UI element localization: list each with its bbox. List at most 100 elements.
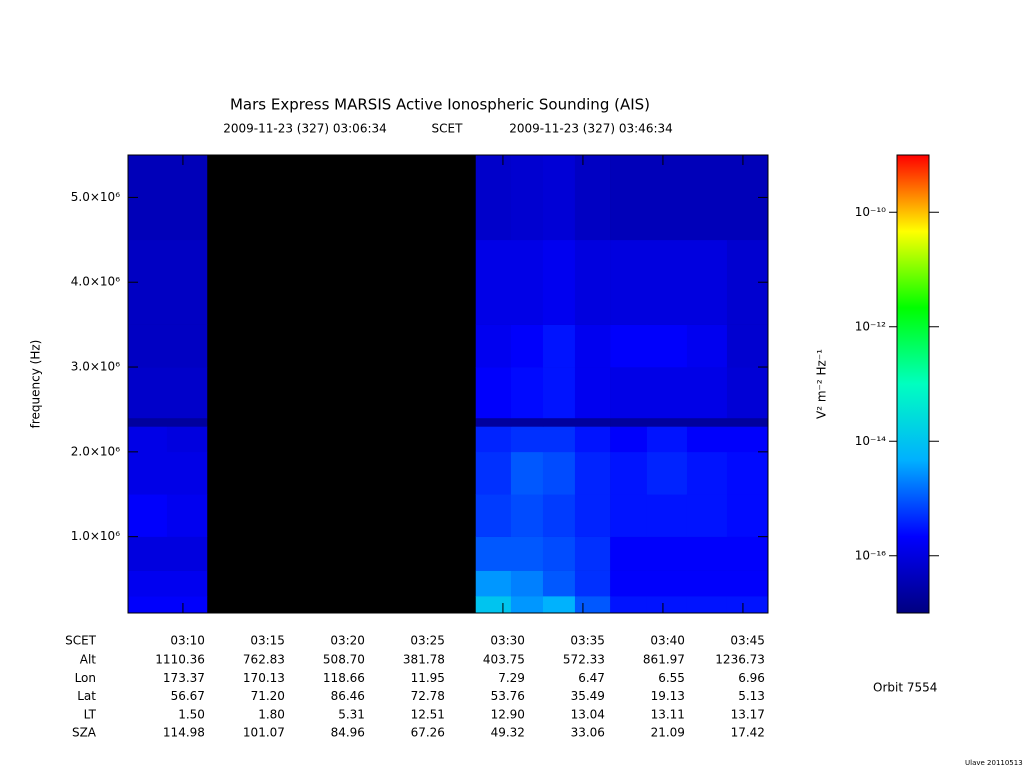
spectrogram-cell [574,324,611,368]
spectrogram-cell [128,570,168,597]
spectrogram-cell [510,367,544,419]
spectrogram-cell [686,324,728,368]
ephemeris-value: 11.95 [411,671,445,685]
spectrogram-cell [166,451,208,495]
spectrogram-cell [128,367,168,419]
ephemeris-value: 6.55 [658,671,685,685]
spectrogram-cell [726,417,769,427]
spectrogram-cell [686,596,728,614]
ephemeris-value: 35.49 [571,689,605,703]
colorbar-label: V² m⁻² Hz⁻¹ [815,349,829,419]
spectrogram-cell [510,494,544,537]
spectrogram-cell [610,536,648,571]
ephemeris-value: 508.70 [323,653,365,667]
ephemeris-value: 170.13 [243,671,285,685]
spectrogram-cell [646,155,688,241]
spectrogram-cell [128,451,168,495]
spectrogram-cell [475,239,512,325]
spectrogram-cell [726,324,769,368]
spectrogram-cell [542,426,576,453]
ephemeris-value: 13.11 [651,707,685,721]
x-tick-label: 03:30 [490,634,525,648]
spectrogram-cell [726,451,769,495]
spectrogram-cell [475,536,512,571]
spectrogram-cell [574,596,611,614]
ephemeris-value: 56.67 [171,689,205,703]
spectrogram-cell [510,324,544,368]
spectrogram-cell [128,324,168,368]
spectrogram-cell [510,596,544,614]
spectrogram-cell [610,239,648,325]
spectrogram-cell [726,596,769,614]
spectrogram-cell [610,426,648,453]
ephemeris-value: 5.13 [738,689,765,703]
ephemeris-value: 7.29 [498,671,525,685]
ephemeris-value: 19.13 [651,689,685,703]
spectrogram-cell [574,570,611,597]
spectrogram-cell [574,426,611,453]
spectrogram-cell [128,596,168,614]
colorbar-tick-label: 10⁻¹⁴ [855,434,886,448]
spectrogram-cell [475,426,512,453]
plot-frame [127,154,769,614]
spectrogram-cell [542,155,576,241]
spectrogram-cell [610,417,648,427]
ephemeris-name: LT [84,707,97,721]
ephemeris-value: 114.98 [163,726,205,740]
spectrogram-cell [166,570,208,597]
spectrogram-cell [128,426,168,453]
spectrogram-cell [128,536,168,571]
spectrogram-cell [574,155,611,241]
spectrogram-cell [610,451,648,495]
spectrogram-cell [686,451,728,495]
ephemeris-value: 173.37 [163,671,205,685]
spectrogram-cell [542,324,576,368]
spectrogram-cell [686,536,728,571]
spectrogram-cell [726,494,769,537]
colorbar-tick-label: 10⁻¹⁶ [855,548,886,562]
spectrogram-cell [646,417,688,427]
spectrogram-cell [726,570,769,597]
ephemeris-value: 13.17 [731,707,765,721]
x-tick-label: 03:35 [570,634,605,648]
ephemeris-value: 381.78 [403,653,445,667]
spectrogram-cell [166,367,208,419]
spectrogram-cell [542,367,576,419]
ephemeris-name: Lon [75,671,96,685]
spectrogram-cell [646,536,688,571]
spectrogram-cell [542,451,576,495]
spectrogram-cell [574,536,611,571]
ephemeris-value: 1236.73 [715,653,765,667]
spectrogram-cell [610,155,648,241]
spectrogram-cell [686,426,728,453]
spectrogram-cell [128,417,168,427]
spectrogram-cell [128,494,168,537]
x-tick-label: 03:25 [410,634,445,648]
x-tick-label: 03:20 [330,634,365,648]
spectrogram-cell [510,451,544,495]
spectrogram-cell [610,596,648,614]
spectrogram-cell [574,451,611,495]
spectrogram-cell [726,536,769,571]
ephemeris-value: 118.66 [323,671,365,685]
ephemeris-name: Alt [80,653,97,667]
spectrogram-cell [726,367,769,419]
x-tick-label: 03:45 [730,634,765,648]
spectrogram-cell [166,536,208,571]
ephemeris-value: 67.26 [411,726,445,740]
spectrogram-cell [686,239,728,325]
ephemeris-value: 49.32 [491,726,525,740]
spectrogram-cell [510,570,544,597]
spectrogram-cell [475,155,512,241]
x-tick-label: 03:40 [650,634,685,648]
ephemeris-value: 13.04 [571,707,605,721]
spectrogram-cell [686,570,728,597]
colorbar-tick-label: 10⁻¹⁰ [855,205,886,219]
orbit-label: Orbit 7554 [873,681,937,695]
ephemeris-name: Lat [77,689,96,703]
spectrogram-cell [166,494,208,537]
ephemeris-value: 1110.36 [155,653,205,667]
ephemeris-value: 12.90 [491,707,525,721]
spectrogram-cell [542,536,576,571]
